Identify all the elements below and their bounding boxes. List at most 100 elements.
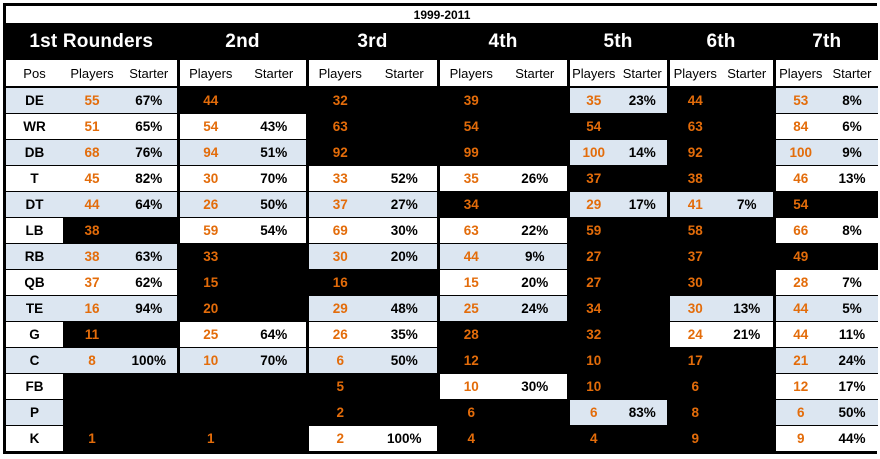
players-cell: 16 bbox=[63, 294, 121, 321]
players-cell: 6 bbox=[772, 398, 826, 425]
starter-cell: 70% bbox=[242, 164, 307, 191]
players-cell: 29 bbox=[566, 190, 618, 217]
starter-cell: 51% bbox=[242, 138, 307, 165]
players-cell: 33 bbox=[305, 164, 372, 191]
starter-cell bbox=[372, 86, 438, 113]
starter-cell bbox=[618, 294, 668, 321]
players-cell bbox=[63, 372, 121, 399]
starter-cell bbox=[826, 242, 879, 269]
players-cell: 10 bbox=[176, 346, 242, 373]
players-cell: 27 bbox=[566, 242, 618, 269]
starter-cell bbox=[372, 268, 438, 295]
starter-cell bbox=[721, 268, 774, 295]
players-cell: 44 bbox=[772, 294, 826, 321]
draft-starters-table: 1999-2011 1st Rounders 2nd 3rd 4th 5th 6… bbox=[6, 6, 879, 451]
table-row: G 11 25 64% 26 35% 28 32 24 21% 44 11% bbox=[6, 320, 879, 347]
starter-cell: 21% bbox=[721, 320, 774, 347]
players-cell: 35 bbox=[566, 86, 618, 113]
col-header-starter: Starter bbox=[826, 60, 879, 88]
starter-cell bbox=[121, 372, 178, 399]
starter-cell: 82% bbox=[121, 164, 178, 191]
table-row: FB 5 10 30% 10 6 12 17% bbox=[6, 372, 879, 399]
starter-cell bbox=[618, 112, 668, 139]
table-row: RB 38 63% 33 30 20% 44 9% 27 37 49 bbox=[6, 242, 879, 269]
players-cell: 63 bbox=[305, 112, 372, 139]
col-header-players: Players bbox=[566, 60, 618, 88]
starter-cell: 50% bbox=[242, 190, 307, 217]
players-cell: 4 bbox=[436, 424, 503, 451]
starter-cell bbox=[721, 424, 774, 451]
starter-cell bbox=[618, 320, 668, 347]
players-cell: 2 bbox=[305, 398, 372, 425]
starter-cell bbox=[721, 216, 774, 243]
players-cell: 11 bbox=[63, 320, 121, 347]
starter-cell bbox=[721, 372, 774, 399]
players-cell: 55 bbox=[63, 86, 121, 113]
players-cell: 37 bbox=[566, 164, 618, 191]
starter-cell bbox=[503, 346, 568, 373]
players-cell: 6 bbox=[436, 398, 503, 425]
round-header-row: 1st Rounders 2nd 3rd 4th 5th 6th 7th bbox=[6, 23, 879, 60]
starter-cell: 100% bbox=[372, 424, 438, 451]
players-cell: 54 bbox=[566, 112, 618, 139]
starter-cell bbox=[242, 242, 307, 269]
col-header-players: Players bbox=[772, 60, 826, 88]
players-cell: 44 bbox=[772, 320, 826, 347]
players-cell: 9 bbox=[666, 424, 721, 451]
starter-cell bbox=[503, 86, 568, 113]
starter-cell: 17% bbox=[826, 372, 879, 399]
players-cell: 30 bbox=[305, 242, 372, 269]
pos-cell: QB bbox=[6, 268, 63, 295]
starter-cell bbox=[618, 268, 668, 295]
round-header-6th: 6th bbox=[666, 23, 774, 60]
players-cell: 94 bbox=[176, 138, 242, 165]
starter-cell bbox=[721, 138, 774, 165]
players-cell: 27 bbox=[566, 268, 618, 295]
players-cell: 37 bbox=[63, 268, 121, 295]
table-row: LB 38 59 54% 69 30% 63 22% 59 58 66 8% bbox=[6, 216, 879, 243]
starter-cell: 63% bbox=[121, 242, 178, 269]
players-cell: 32 bbox=[305, 86, 372, 113]
players-cell: 39 bbox=[436, 86, 503, 113]
players-cell: 100 bbox=[772, 138, 826, 165]
players-cell: 24 bbox=[666, 320, 721, 347]
starter-cell bbox=[618, 164, 668, 191]
column-header-row: Pos Players Starter Players Starter Play… bbox=[6, 60, 879, 88]
table-row: QB 37 62% 15 16 15 20% 27 30 28 7% bbox=[6, 268, 879, 295]
players-cell: 10 bbox=[436, 372, 503, 399]
players-cell: 25 bbox=[436, 294, 503, 321]
players-cell: 84 bbox=[772, 112, 826, 139]
players-cell: 6 bbox=[566, 398, 618, 425]
players-cell: 59 bbox=[176, 216, 242, 243]
players-cell: 92 bbox=[666, 138, 721, 165]
starter-cell: 13% bbox=[826, 164, 879, 191]
starter-cell bbox=[242, 424, 307, 451]
starter-cell bbox=[618, 242, 668, 269]
starter-cell: 30% bbox=[372, 216, 438, 243]
starter-cell bbox=[618, 372, 668, 399]
table-row: T 45 82% 30 70% 33 52% 35 26% 37 38 46 13% bbox=[6, 164, 879, 191]
starter-cell: 30% bbox=[503, 372, 568, 399]
starter-cell bbox=[721, 86, 774, 113]
players-cell: 45 bbox=[63, 164, 121, 191]
starter-cell: 26% bbox=[503, 164, 568, 191]
players-cell: 10 bbox=[566, 372, 618, 399]
players-cell: 8 bbox=[666, 398, 721, 425]
players-cell: 28 bbox=[436, 320, 503, 347]
pos-cell: FB bbox=[6, 372, 63, 399]
round-header-5th: 5th bbox=[566, 23, 668, 60]
col-header-pos: Pos bbox=[6, 60, 63, 88]
players-cell: 12 bbox=[772, 372, 826, 399]
pos-cell: K bbox=[6, 424, 63, 451]
players-cell bbox=[63, 398, 121, 425]
starter-cell bbox=[121, 320, 178, 347]
players-cell: 9 bbox=[772, 424, 826, 451]
players-cell: 38 bbox=[63, 242, 121, 269]
starter-cell: 7% bbox=[826, 268, 879, 295]
table-row: DT 44 64% 26 50% 37 27% 34 29 17% 41 7% 54 bbox=[6, 190, 879, 217]
table-row: DB 68 76% 94 51% 92 99 100 14% 92 100 9% bbox=[6, 138, 879, 165]
players-cell: 38 bbox=[63, 216, 121, 243]
round-header-7th: 7th bbox=[772, 23, 879, 60]
starter-cell bbox=[503, 320, 568, 347]
starter-cell: 8% bbox=[826, 86, 879, 113]
